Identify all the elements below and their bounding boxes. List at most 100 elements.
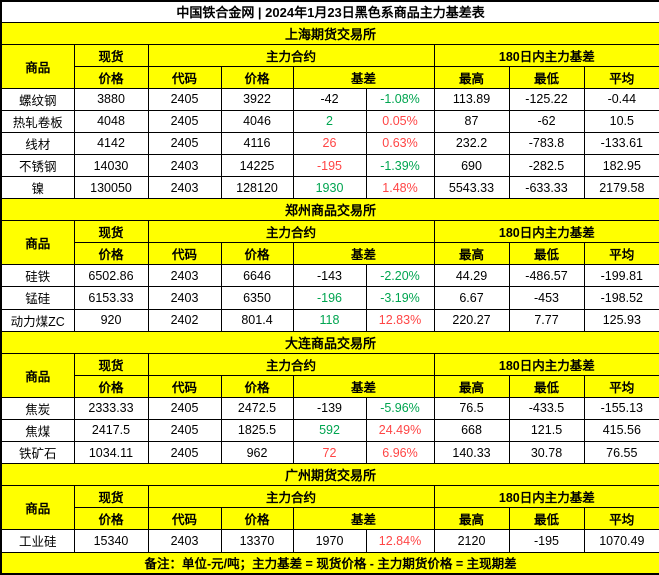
col-header-180d-basis: 180日内主力基差 [433, 220, 659, 244]
col-header-high: 最高 [433, 65, 510, 89]
basis-high-cell: 5543.33 [433, 176, 510, 200]
basis-avg-cell: -0.44 [583, 87, 659, 111]
col-header-high: 最高 [433, 242, 510, 266]
exchange-title: 广州期货交易所 [0, 463, 659, 487]
basis-high-cell: 76.5 [433, 396, 510, 420]
col-header-high: 最高 [433, 507, 510, 531]
col-header-low: 最低 [508, 507, 585, 531]
col-header-contract-price: 价格 [220, 374, 294, 398]
col-header-low: 最低 [508, 242, 585, 266]
col-header-contract-price: 价格 [220, 242, 294, 266]
basis-pct-cell: 0.63% [365, 131, 435, 155]
basis-pct-cell: 6.96% [365, 440, 435, 465]
col-header-spot-price: 价格 [73, 65, 149, 89]
contract-code-cell: 2405 [147, 396, 222, 420]
basis-pct-cell: 0.05% [365, 109, 435, 133]
commodity-cell: 工业硅 [0, 529, 75, 553]
contract-price-cell: 14225 [220, 153, 294, 178]
col-header-spot: 现货 [73, 220, 149, 244]
col-header-low: 最低 [508, 65, 585, 89]
basis-pct-cell: 24.49% [365, 418, 435, 442]
col-header-basis: 基差 [292, 242, 435, 266]
basis-avg-cell: -133.61 [583, 131, 659, 155]
footer-note: 备注：单位-元/吨；主力基差 = 现货价格 - 主力期货价格 = 主现期差 [0, 551, 659, 575]
column-header-row-top: 商品 现货 主力合约 180日内主力基差 [0, 352, 659, 398]
col-header-avg: 平均 [583, 242, 659, 266]
basis-high-cell: 113.89 [433, 87, 510, 111]
basis-value-cell: 26 [292, 131, 367, 155]
basis-low-cell: -195 [508, 529, 585, 553]
basis-pct-cell: -1.08% [365, 87, 435, 111]
commodity-cell: 硅铁 [0, 264, 75, 288]
basis-pct-cell: 1.48% [365, 176, 435, 200]
basis-value-cell: 2 [292, 109, 367, 133]
spot-price-cell: 2333.33 [73, 396, 149, 420]
spot-price-cell: 4142 [73, 131, 149, 155]
contract-price-cell: 962 [220, 440, 294, 465]
commodity-data-row: 不锈钢 14030 2403 14225 -195 -1.39% 690 -282.5 182.… [0, 153, 659, 178]
basis-value-cell: 1930 [292, 176, 367, 200]
basis-high-cell: 6.67 [433, 286, 510, 310]
basis-avg-cell: 10.5 [583, 109, 659, 133]
col-header-low: 最低 [508, 374, 585, 398]
basis-avg-cell: 1070.49 [583, 529, 659, 553]
commodity-cell: 不锈钢 [0, 153, 75, 178]
contract-code-cell: 2405 [147, 131, 222, 155]
col-header-commodity: 商品 [0, 43, 75, 89]
basis-low-cell: 30.78 [508, 440, 585, 465]
commodity-cell: 镍 [0, 176, 75, 200]
col-header-spot: 现货 [73, 485, 149, 509]
contract-code-cell: 2403 [147, 286, 222, 310]
basis-value-cell: 118 [292, 308, 367, 332]
basis-high-cell: 690 [433, 153, 510, 178]
exchange-section-row: 上海期货交易所 [0, 21, 659, 45]
spot-price-cell: 130050 [73, 176, 149, 200]
basis-avg-cell: 2179.58 [583, 176, 659, 200]
commodity-data-row: 螺纹钢 3880 2405 3922 -42 -1.08% 113.89 -125.22 -0.… [0, 87, 659, 111]
exchange-section-row: 郑州商品交易所 [0, 198, 659, 222]
col-header-commodity: 商品 [0, 352, 75, 398]
basis-avg-cell: 415.56 [583, 418, 659, 442]
table-foot: 备注：单位-元/吨；主力基差 = 现货价格 - 主力期货价格 = 主现期差 [0, 551, 659, 575]
col-header-code: 代码 [147, 374, 222, 398]
col-header-basis: 基差 [292, 374, 435, 398]
contract-price-cell: 3922 [220, 87, 294, 111]
spot-price-cell: 1034.11 [73, 440, 149, 465]
commodity-data-row: 铁矿石 1034.11 2405 962 72 6.96% 140.33 30.78 76.55 [0, 440, 659, 465]
basis-value-cell: 72 [292, 440, 367, 465]
contract-price-cell: 1825.5 [220, 418, 294, 442]
contract-price-cell: 801.4 [220, 308, 294, 332]
contract-price-cell: 2472.5 [220, 396, 294, 420]
col-header-contract-price: 价格 [220, 65, 294, 89]
commodity-cell: 焦炭 [0, 396, 75, 420]
spot-price-cell: 14030 [73, 153, 149, 178]
col-header-commodity: 商品 [0, 220, 75, 266]
contract-price-cell: 4046 [220, 109, 294, 133]
col-header-high: 最高 [433, 374, 510, 398]
commodity-cell: 锰硅 [0, 286, 75, 310]
col-header-180d-basis: 180日内主力基差 [433, 485, 659, 509]
commodity-data-row: 镍 130050 2403 128120 1930 1.48% 5543.33 -633.33… [0, 176, 659, 200]
basis-low-cell: -633.33 [508, 176, 585, 200]
basis-avg-cell: -198.52 [583, 286, 659, 310]
page-title: 中国铁合金网 | 2024年1月23日黑色系商品主力基差表 [0, 0, 659, 23]
basis-high-cell: 140.33 [433, 440, 510, 465]
commodity-data-row: 锰硅 6153.33 2403 6350 -196 -3.19% 6.67 -453 -198.… [0, 286, 659, 310]
contract-price-cell: 6350 [220, 286, 294, 310]
commodity-cell: 螺纹钢 [0, 87, 75, 111]
col-header-commodity: 商品 [0, 485, 75, 531]
basis-value-cell: 592 [292, 418, 367, 442]
contract-code-cell: 2403 [147, 153, 222, 178]
col-header-spot-price: 价格 [73, 242, 149, 266]
col-header-spot: 现货 [73, 352, 149, 376]
commodity-cell: 线材 [0, 131, 75, 155]
commodity-data-row: 硅铁 6502.86 2403 6646 -143 -2.20% 44.29 -486.57-… [0, 264, 659, 288]
col-header-avg: 平均 [583, 65, 659, 89]
contract-price-cell: 4116 [220, 131, 294, 155]
spot-price-cell: 2417.5 [73, 418, 149, 442]
col-header-basis: 基差 [292, 65, 435, 89]
commodity-cell: 铁矿石 [0, 440, 75, 465]
commodity-data-row: 热轧卷板 4048 2405 4046 2 0.05% 87 -62 10.5 [0, 109, 659, 133]
basis-low-cell: -486.57 [508, 264, 585, 288]
col-header-main-contract: 主力合约 [147, 43, 435, 67]
